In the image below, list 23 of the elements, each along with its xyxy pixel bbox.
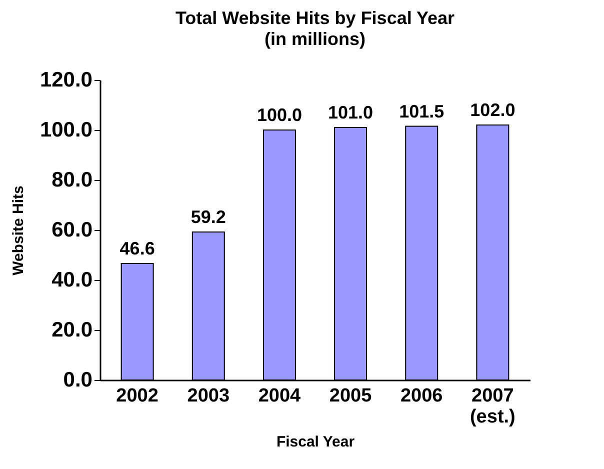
x-tick-label: 2003 (187, 386, 230, 406)
y-tick-label: 100.0 (40, 118, 92, 142)
x-axis-title: Fiscal Year (276, 434, 355, 450)
chart-title: Total Website Hits by Fiscal Year (175, 8, 455, 28)
y-tick-label: 60.0 (52, 218, 92, 242)
x-tick-label: 2006 (400, 386, 443, 406)
y-tick-label: 120.0 (40, 68, 92, 92)
y-tick-label: 80.0 (52, 168, 92, 192)
data-label: 59.2 (190, 207, 226, 227)
data-label: 102.0 (470, 100, 516, 120)
data-label: 101.0 (328, 102, 374, 122)
data-label: 100.0 (256, 105, 302, 125)
y-axis-title: Website Hits (10, 186, 27, 276)
chart-subtitle: (in millions) (264, 29, 366, 49)
data-label: 46.6 (120, 238, 155, 258)
data-label: 101.5 (399, 101, 444, 122)
y-tick-label: 40.0 (52, 268, 92, 292)
y-tick-label: 20.0 (52, 318, 92, 342)
x-tick-label: 2002 (116, 386, 158, 406)
y-tick-label: 0.0 (63, 368, 92, 392)
x-tick-label: 2007 (est.) (470, 386, 516, 428)
x-tick-label: 2005 (329, 386, 372, 406)
x-tick-label: 2004 (258, 386, 302, 406)
